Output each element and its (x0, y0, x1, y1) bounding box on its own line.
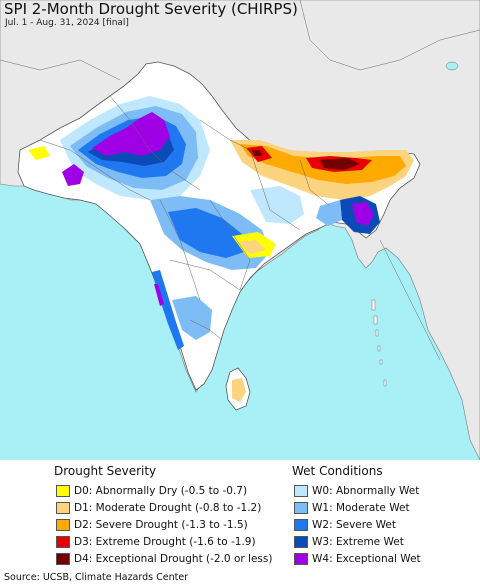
legend-label-d2: D2: Severe Drought (-1.3 to -1.5) (74, 518, 248, 531)
legend-item-w2: W2: Severe Wet (294, 517, 396, 532)
legend-swatch-d1 (56, 501, 70, 514)
legend-item-w3: W3: Extreme Wet (294, 534, 404, 549)
legend-item-d0: D0: Abnormally Dry (-0.5 to -0.7) (56, 483, 247, 498)
legend-swatch-d4 (56, 552, 70, 565)
lake (445, 61, 459, 71)
legend-heading-wet: Wet Conditions (292, 464, 383, 478)
legend-item-d2: D2: Severe Drought (-1.3 to -1.5) (56, 517, 248, 532)
legend-swatch-w2 (294, 518, 308, 531)
wet-w1-bengal-rim (316, 200, 342, 226)
legend: Drought Severity Wet Conditions D0: Abno… (0, 460, 480, 570)
legend-label-w0: W0: Abnormally Wet (312, 484, 420, 497)
internal-borders (0, 0, 480, 361)
legend-item-d4: D4: Exceptional Drought (-2.0 or less) (56, 551, 272, 566)
legend-label-w2: W2: Severe Wet (312, 518, 396, 531)
legend-swatch-d0 (56, 484, 70, 497)
legend-item-w1: W1: Moderate Wet (294, 500, 410, 515)
wet-w2-central (168, 208, 244, 258)
andaman-islands (371, 299, 387, 387)
legend-swatch-w4 (294, 552, 308, 565)
wet-w1-south (172, 296, 212, 340)
map-subtitle: Jul. 1 - Aug. 31, 2024 [final] (5, 18, 129, 28)
dry-d1-central (238, 240, 266, 254)
wet-w4-bengal (352, 202, 374, 226)
legend-swatch-d3 (56, 535, 70, 548)
drought-map (0, 0, 480, 460)
legend-item-d1: D1: Moderate Drought (-0.8 to -1.2) (56, 500, 261, 515)
source-credit: Source: UCSB, Climate Hazards Center (4, 572, 189, 583)
legend-label-d1: D1: Moderate Drought (-0.8 to -1.2) (74, 501, 262, 514)
legend-label-d4: D4: Exceptional Drought (-2.0 or less) (74, 552, 273, 565)
legend-swatch-w1 (294, 501, 308, 514)
wet-w4-west-patch (62, 164, 84, 186)
legend-heading-drought: Drought Severity (54, 464, 157, 478)
legend-swatch-w0 (294, 484, 308, 497)
legend-label-w4: W4: Exceptional Wet (312, 552, 421, 565)
legend-label-d0: D0: Abnormally Dry (-0.5 to -0.7) (74, 484, 248, 497)
legend-swatch-w3 (294, 535, 308, 548)
wet-w4-western-coast (154, 284, 164, 306)
legend-item-w0: W0: Abnormally Wet (294, 483, 419, 498)
legend-swatch-d2 (56, 518, 70, 531)
dry-d4-northeast (252, 150, 360, 170)
map-title: SPI 2-Month Drought Severity (CHIRPS) (4, 0, 298, 18)
dry-d0-west (28, 146, 50, 160)
legend-item-d3: D3: Extreme Drought (-1.6 to -1.9) (56, 534, 256, 549)
map-area: SPI 2-Month Drought Severity (CHIRPS) Ju… (0, 0, 480, 460)
legend-label-d3: D3: Extreme Drought (-1.6 to -1.9) (74, 535, 256, 548)
legend-label-w3: W3: Extreme Wet (312, 535, 404, 548)
legend-item-w4: W4: Exceptional Wet (294, 551, 421, 566)
wet-w2-western-coast (152, 270, 184, 350)
wet-w4-northwest (92, 112, 170, 156)
wet-w0-east-central (250, 186, 304, 224)
sri-lanka-dry-patch (232, 378, 246, 402)
legend-label-w1: W1: Moderate Wet (312, 501, 410, 514)
